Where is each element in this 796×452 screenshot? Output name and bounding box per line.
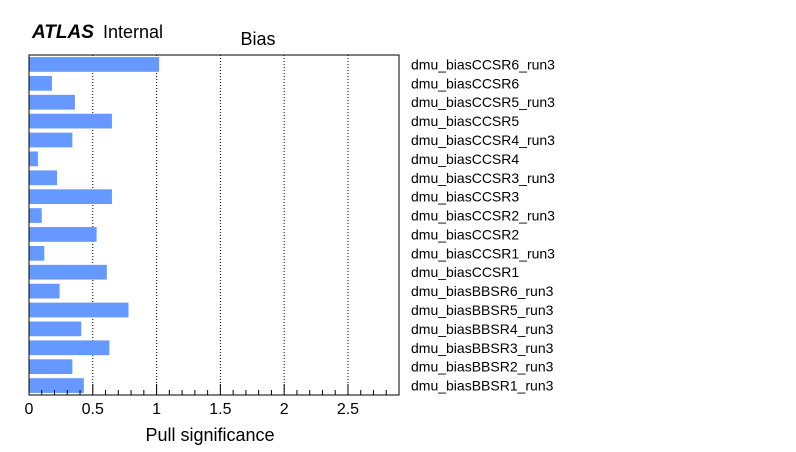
bar: [29, 57, 160, 72]
bar: [29, 378, 84, 393]
category-label: dmu_biasBBSR1_run3: [411, 378, 554, 394]
chart-title: Bias: [240, 29, 275, 49]
bar: [29, 321, 82, 337]
bar: [29, 227, 97, 242]
x-axis-label: Pull significance: [145, 425, 274, 445]
bar: [29, 75, 52, 91]
category-label: dmu_biasCCSR1_run3: [411, 245, 555, 261]
grid-lines: [92, 55, 349, 395]
category-label: dmu_biasCCSR2: [411, 226, 519, 242]
category-label: dmu_biasCCSR1: [411, 264, 519, 280]
category-label: dmu_biasCCSR5_run3: [411, 94, 555, 110]
x-tick-label: 1: [152, 401, 161, 418]
plot-frame: [28, 54, 400, 396]
status-label: Internal: [103, 22, 163, 42]
bar: [29, 94, 75, 110]
bar: [29, 170, 58, 186]
category-label: dmu_biasCCSR6: [411, 75, 519, 91]
bar: [29, 132, 73, 148]
category-label: dmu_biasCCSR4: [411, 151, 519, 167]
bar: [29, 208, 42, 223]
category-label: dmu_biasCCSR3: [411, 189, 519, 205]
x-tick-label: 0: [25, 401, 34, 418]
category-labels: dmu_biasCCSR6_run3 dmu_biasCCSR6 dmu_biasC…: [411, 56, 555, 393]
category-label: dmu_biasBBSR4_run3: [411, 321, 554, 337]
category-label: dmu_biasCCSR4_run3: [411, 132, 555, 148]
bar: [29, 151, 38, 167]
experiment-label: ATLAS: [31, 22, 94, 43]
bar: [29, 283, 60, 299]
bar: [29, 113, 112, 129]
bar: [29, 340, 110, 356]
bar: [29, 302, 129, 318]
bar: [29, 264, 107, 280]
category-label: dmu_biasCCSR5: [411, 113, 519, 129]
x-tick-label: 0.5: [82, 401, 104, 418]
category-label: dmu_biasBBSR5_run3: [411, 302, 554, 318]
category-label: dmu_biasCCSR3_run3: [411, 170, 555, 186]
category-label: dmu_biasBBSR2_run3: [411, 359, 554, 375]
bars-group: [29, 57, 160, 393]
x-tick-label: 1.5: [209, 401, 231, 418]
category-label: dmu_biasBBSR6_run3: [411, 283, 554, 299]
category-label: dmu_biasCCSR6_run3: [411, 56, 555, 72]
x-axis-ticks: 0 0.5 1 1.5 2 2.5: [25, 384, 387, 418]
bar: [29, 359, 73, 375]
x-tick-label: 2: [280, 401, 289, 418]
category-label: dmu_biasBBSR3_run3: [411, 340, 554, 356]
bar: [29, 189, 112, 205]
category-label: dmu_biasCCSR2_run3: [411, 208, 555, 224]
bar: [29, 245, 45, 261]
x-tick-label: 2.5: [337, 401, 359, 418]
